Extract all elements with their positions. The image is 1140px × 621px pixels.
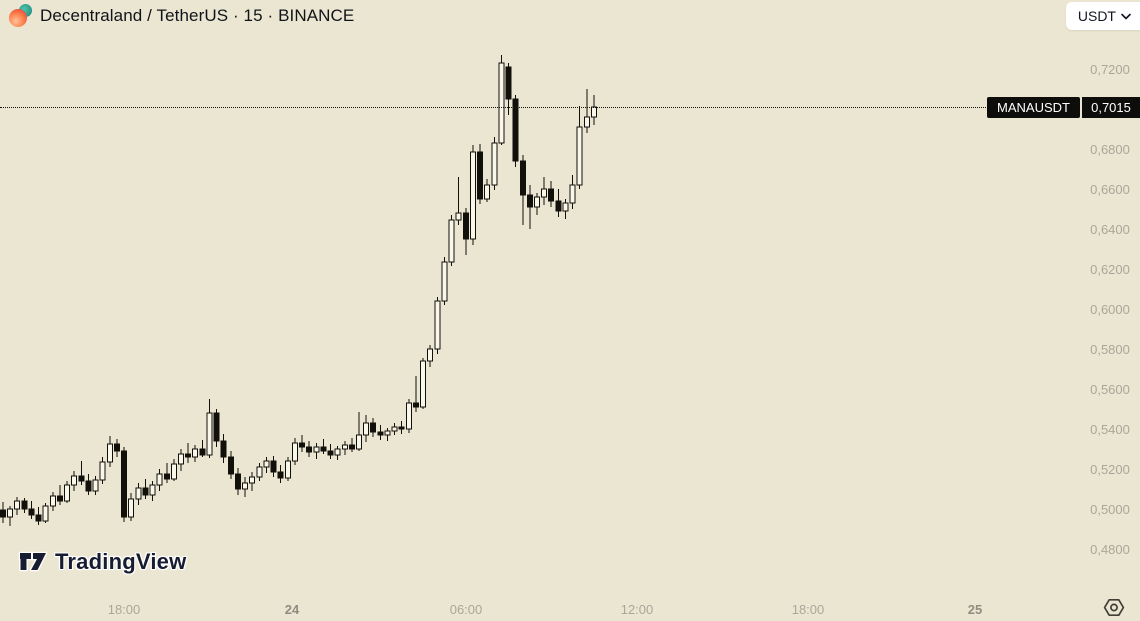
last-price-value-label: 0,7015 — [1082, 97, 1140, 118]
price-axis-label: 0,6600 — [1090, 182, 1130, 197]
tradingview-logo[interactable]: TradingView — [18, 549, 186, 575]
price-axis-label: 0,4800 — [1090, 542, 1130, 557]
price-axis-label: 0,6400 — [1090, 222, 1130, 237]
price-axis-label: 0,6000 — [1090, 302, 1130, 317]
price-axis[interactable]: 0,7200 0,6800 0,6600 0,6400 0,6200 0,6000 0,58… — [1080, 0, 1140, 598]
tradingview-logo-text: TradingView — [55, 549, 187, 574]
price-axis-label: 0,5000 — [1090, 502, 1130, 517]
price-axis-label: 0,5600 — [1090, 382, 1130, 397]
symbol-title[interactable]: Decentraland / TetherUS · 15 · BINANCE — [40, 6, 355, 25]
price-axis-label: 0,6200 — [1090, 262, 1130, 277]
symbol-price-label: MANAUSDT — [987, 97, 1080, 118]
price-axis-label: 0,6800 — [1090, 142, 1130, 157]
currency-dropdown-button[interactable]: USDT — [1065, 2, 1140, 30]
time-axis-label: 25 — [967, 602, 983, 617]
time-axis-label: 18:00 — [791, 602, 825, 617]
price-axis-label: 0,7200 — [1090, 62, 1130, 77]
tradingview-logo-icon — [18, 551, 48, 572]
time-axis-label: 06:00 — [449, 602, 483, 617]
currency-dropdown-label: USDT — [1077, 8, 1116, 24]
chevron-down-icon — [1121, 13, 1131, 19]
time-axis-label: 18:00 — [107, 602, 141, 617]
chart-header: Decentraland / TetherUS · 15 · BINANCE — [8, 4, 354, 28]
price-axis-label: 0,5400 — [1090, 422, 1130, 437]
price-axis-label: 0,5800 — [1090, 342, 1130, 357]
time-axis[interactable]: 18:00 24 06:00 12:00 18:00 25 — [0, 596, 1140, 621]
mana-coin-icon — [8, 4, 32, 28]
axis-settings-icon[interactable] — [1102, 597, 1126, 618]
last-price-line — [0, 107, 988, 108]
price-axis-label: 0,5200 — [1090, 462, 1130, 477]
time-axis-label: 12:00 — [620, 602, 654, 617]
time-axis-label: 24 — [284, 602, 300, 617]
